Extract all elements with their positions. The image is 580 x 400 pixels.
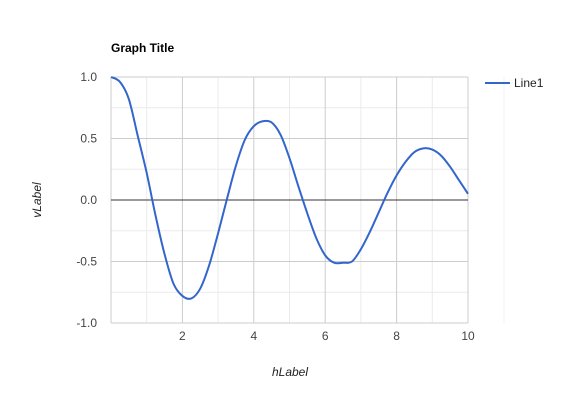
y-axis-title: vLabel	[30, 182, 44, 218]
legend-label-line1: Line1	[514, 76, 544, 90]
y-tick-label: 0.5	[80, 132, 97, 146]
x-tick-label: 6	[322, 329, 329, 343]
y-tick-label: 1.0	[80, 70, 97, 84]
series-line-line1	[110, 76, 469, 300]
x-tick-label: 8	[393, 329, 400, 343]
chart-title: Graph Title	[111, 41, 174, 55]
y-tick-label: -0.5	[76, 255, 97, 269]
x-tick-label: 2	[179, 329, 186, 343]
y-tick-label: 0.0	[80, 193, 97, 207]
x-tick-label: 10	[461, 329, 475, 343]
x-tick-label: 4	[250, 329, 257, 343]
x-axis-title: hLabel	[272, 365, 308, 379]
tick-labels: 2 4 6 8 10 -1.0 -0.5 0.0 0.5 1.0	[76, 70, 475, 343]
series	[110, 76, 469, 300]
y-tick-label: -1.0	[76, 316, 97, 330]
legend[interactable]: Line1	[485, 76, 544, 90]
